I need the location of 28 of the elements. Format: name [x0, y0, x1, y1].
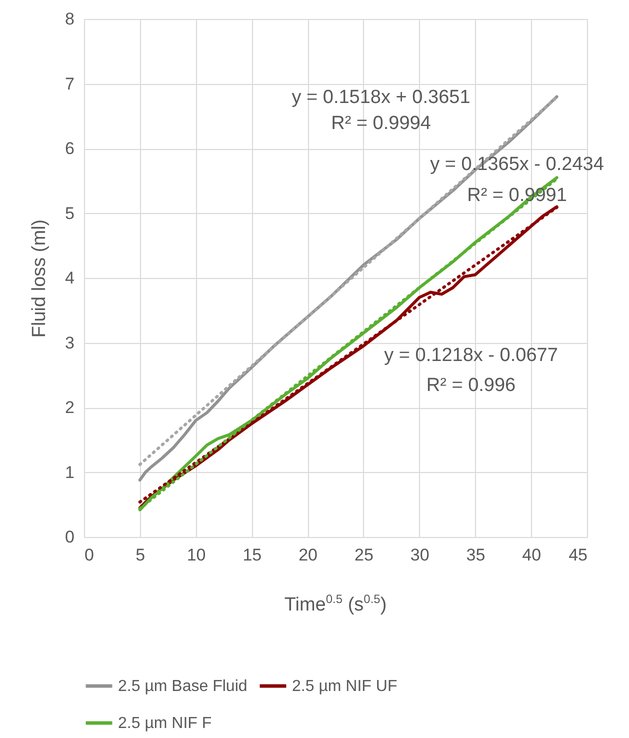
legend-label: 2.5 µm Base Fluid	[118, 678, 248, 695]
x-tick-label: 45	[568, 546, 588, 564]
x-tick-label: 20	[298, 546, 318, 564]
x-tick-label: 5	[136, 546, 146, 564]
y-tick-label: 3	[65, 333, 74, 352]
y-tick-label: 1	[65, 462, 74, 482]
legend-label: 2.5 µm NIF F	[118, 715, 212, 732]
x-tick-label: 15	[242, 546, 262, 564]
annotation: y = 0.1218x - 0.0677	[384, 345, 558, 366]
x-tick-label: 0	[84, 546, 94, 564]
y-tick-label: 0	[65, 528, 74, 546]
y-tick-label: 2	[65, 398, 74, 417]
y-tick-label: 7	[65, 74, 74, 94]
x-tick-label: 40	[522, 546, 542, 564]
annotation: y = 0.1518x + 0.3651	[292, 87, 470, 108]
x-tick-label: 10	[186, 546, 206, 564]
legend-label: 2.5 µm NIF UF	[292, 678, 398, 695]
x-tick-label: 35	[466, 546, 486, 564]
y-tick-label: 6	[65, 139, 74, 158]
x-tick-label: 30	[410, 546, 430, 564]
x-tick-label: 25	[354, 546, 374, 564]
y-tick-label: 8	[65, 10, 74, 28]
y-tick-label: 5	[65, 204, 74, 223]
x-axis-title: Time$^{0.5}$ (s$^{0.5}$)	[283, 592, 388, 616]
y-tick-label: 4	[65, 268, 74, 288]
y-axis-title: Fluid loss (ml)	[29, 219, 50, 338]
annotation: R² = 0.9994	[331, 113, 432, 134]
annotation: R² = 0.996	[426, 375, 516, 396]
